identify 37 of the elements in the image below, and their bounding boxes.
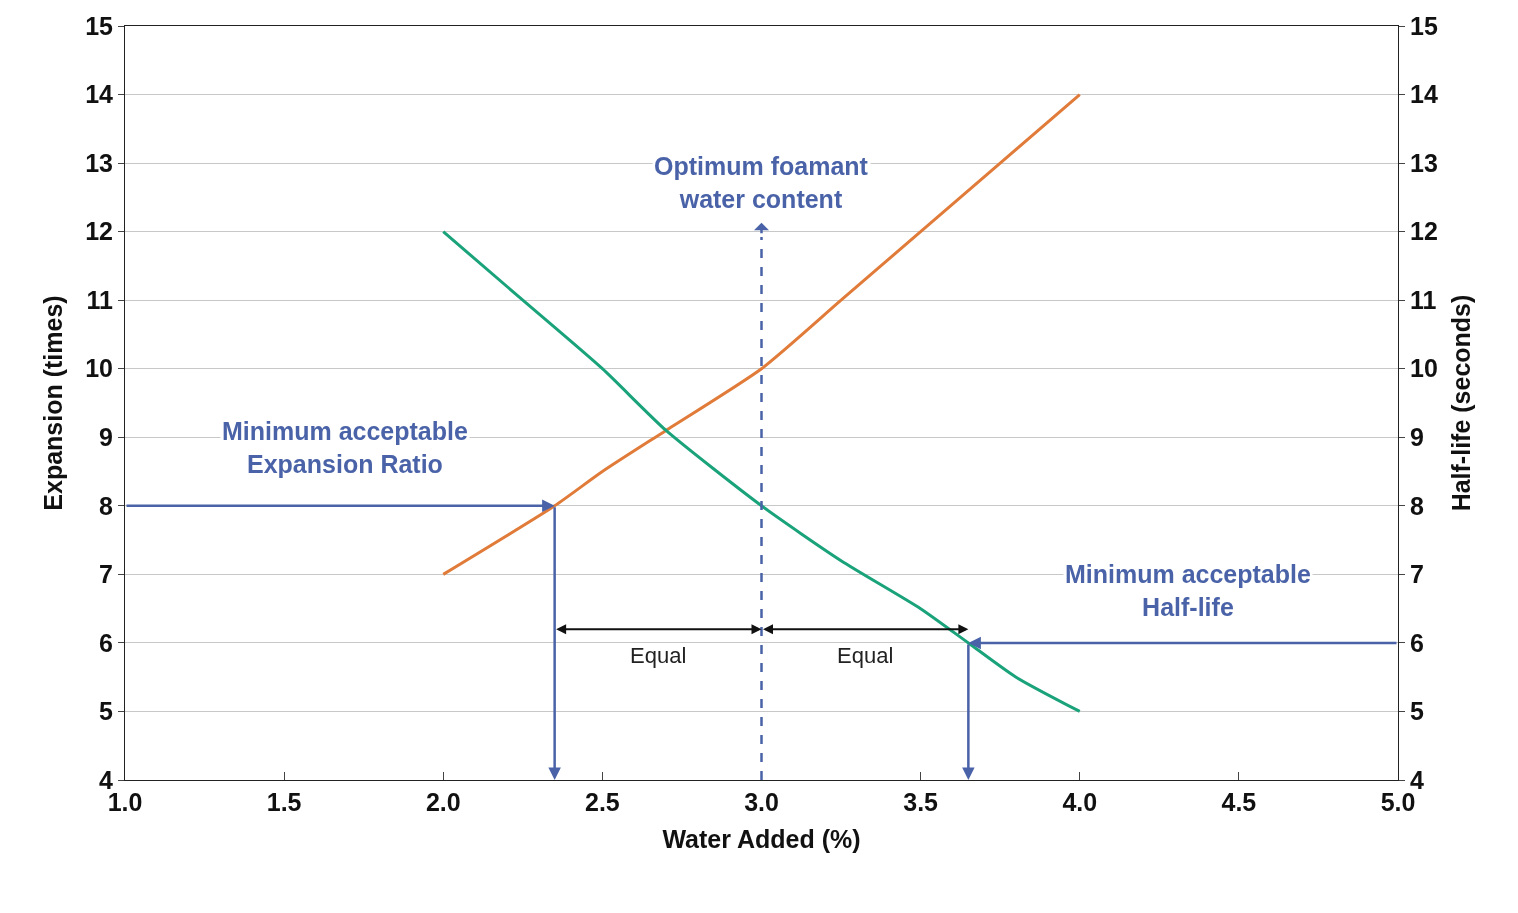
y-tick-label: 12 [85, 217, 113, 246]
x-tick-label: 4.5 [1221, 788, 1257, 816]
y2-tick-label: 6 [1410, 628, 1424, 657]
y-tick-label: 15 [85, 11, 114, 40]
x-tick-label: 1.5 [266, 788, 302, 816]
y-tick-label: 13 [85, 148, 113, 177]
x-tick-label: 2.0 [425, 788, 461, 816]
y2-axis-title: Half-life (seconds) [1446, 294, 1475, 512]
y-tick-label: 14 [85, 80, 114, 109]
y2-tick-label: 8 [1410, 491, 1424, 520]
y2-tick-label: 12 [1410, 217, 1438, 246]
y-tick-label: 11 [86, 285, 114, 314]
x-axis-title: Water Added (%) [662, 825, 861, 853]
y2-tick-label: 9 [1410, 423, 1424, 452]
annotation: Equal [837, 643, 894, 668]
y-tick-label: 8 [99, 491, 114, 520]
y2-tick-label: 7 [1410, 560, 1424, 589]
y2-tick-label: 11 [1410, 285, 1437, 314]
y2-tick-label: 14 [1410, 80, 1438, 109]
y-tick-label: 9 [99, 423, 113, 452]
ref-line-label: Minimum acceptable Expansion Ratio [222, 417, 468, 478]
y2-tick-label: 10 [1410, 354, 1438, 383]
y-tick-label: 7 [99, 560, 113, 589]
y-axis-title: Expansion (times) [38, 295, 67, 511]
ref-line-label: Optimum foamant water content [654, 152, 869, 213]
y-tick-label: 6 [99, 628, 113, 657]
y2-tick-label: 5 [1410, 697, 1424, 726]
y2-tick-label: 15 [1410, 11, 1438, 40]
y-tick-label: 10 [85, 354, 113, 383]
annotation: Equal [630, 643, 687, 668]
y-tick-label: 5 [99, 697, 114, 726]
x-tick-label: 2.5 [585, 788, 620, 816]
ref-line-label: Minimum acceptable Half-life [1065, 560, 1311, 621]
x-tick-label: 3.0 [744, 788, 779, 816]
y2-tick-label: 13 [1410, 148, 1438, 177]
x-tick-label: 4.0 [1062, 788, 1098, 816]
x-tick-label: 3.5 [903, 788, 939, 816]
